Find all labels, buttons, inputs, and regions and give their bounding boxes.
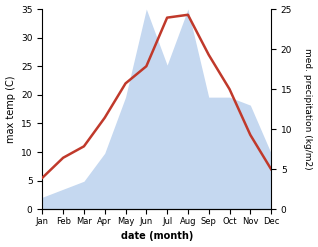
Y-axis label: med. precipitation (kg/m2): med. precipitation (kg/m2) <box>303 48 313 170</box>
Y-axis label: max temp (C): max temp (C) <box>5 75 16 143</box>
X-axis label: date (month): date (month) <box>121 231 193 242</box>
